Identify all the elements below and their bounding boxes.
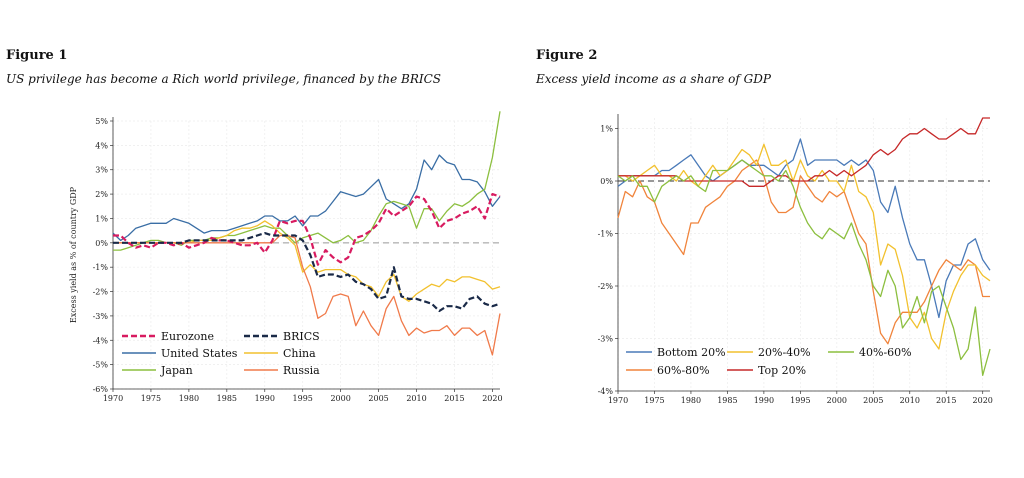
y-tick-label: 5%: [95, 117, 108, 126]
y-tick-label: 4%: [95, 141, 108, 150]
y-tick-label: -3%: [598, 335, 614, 344]
series-line-40-60-: [617, 159, 991, 376]
series-line-20-40-: [618, 143, 991, 350]
legend-label: BRICS: [283, 330, 320, 343]
chart-2: 1% 0% -1% -2% -3% -4%1970 1975 1980 1985 1990 1995…: [598, 114, 993, 405]
x-tick-label: 2005: [368, 394, 388, 403]
x-tick-label: 2015: [936, 396, 956, 405]
y-tick-label: 1%: [95, 214, 108, 223]
x-tick-label: 2010: [900, 396, 920, 405]
y-tick-label: -2%: [93, 288, 109, 297]
x-tick-label: 2015: [444, 394, 464, 403]
y-tick-label: -4%: [93, 336, 109, 345]
y-axis-label: Excess yield as % of country GDP: [69, 186, 78, 323]
legend-label: Japan: [160, 364, 193, 377]
y-tick-label: 1%: [600, 125, 613, 134]
x-tick-label: 1995: [790, 396, 810, 405]
series-line-bottom-20-: [617, 138, 991, 319]
x-tick-label: 1975: [644, 396, 664, 405]
x-tick-label: 1980: [681, 396, 701, 405]
legend-label: Top 20%: [758, 364, 806, 377]
y-tick-label: -4%: [598, 387, 614, 396]
y-tick-label: -6%: [93, 385, 109, 394]
legend-label: 20%-40%: [758, 346, 811, 359]
x-tick-label: 2005: [863, 396, 883, 405]
y-tick-label: 0%: [95, 239, 108, 248]
x-tick-label: 2000: [827, 396, 847, 405]
legend-label: 60%-80%: [657, 364, 710, 377]
x-tick-label: 1990: [255, 394, 275, 403]
x-tick-label: 2020: [482, 394, 502, 403]
y-tick-label: -3%: [93, 312, 109, 321]
y-tick-label: -1%: [598, 230, 614, 239]
legend-label: Russia: [283, 364, 320, 377]
series-line-brics: [113, 232, 501, 313]
y-tick-label: 0%: [600, 177, 613, 186]
x-tick-label: 2020: [973, 396, 993, 405]
x-tick-label: 1970: [103, 394, 123, 403]
y-tick-label: 2%: [95, 190, 108, 199]
x-tick-label: 1980: [179, 394, 199, 403]
x-tick-label: 1990: [754, 396, 774, 405]
y-tick-label: -5%: [93, 361, 109, 370]
x-tick-label: 1970: [608, 396, 628, 405]
legend-label: Eurozone: [161, 330, 214, 343]
figure-2-subtitle: Excess yield income as a share of GDP: [536, 72, 771, 86]
y-tick-label: -1%: [93, 263, 109, 272]
legend-label: 40%-60%: [859, 346, 912, 359]
legend-label: United States: [161, 347, 238, 360]
legend-label: Bottom 20%: [657, 346, 726, 359]
series-line-eurozone: [113, 193, 501, 266]
x-tick-label: 1985: [717, 396, 737, 405]
y-tick-label: 3%: [95, 166, 108, 175]
legend: Bottom 20% 20%-40% 40%-60% 60%-80% Top 20%: [626, 346, 912, 377]
y-tick-label: -2%: [598, 282, 614, 291]
x-tick-label: 2010: [406, 394, 426, 403]
legend-label: China: [283, 347, 316, 360]
series-line-60-80-: [617, 159, 990, 345]
chart-1: 5% 4% 3% 2% 1% 0% -1% -2% -3% -4% -5% -6%1970 1975 19…: [69, 111, 503, 403]
x-tick-label: 1995: [293, 394, 313, 403]
legend: Eurozone BRICS United States China Japan Russ…: [122, 330, 320, 377]
figure-2-label: Figure 2: [536, 48, 598, 63]
figure-1-label: Figure 1: [6, 48, 68, 63]
figure-1-subtitle: US privilege has become a Rich world pri…: [6, 72, 442, 86]
series-line-china: [113, 220, 501, 302]
x-tick-label: 1975: [141, 394, 161, 403]
x-tick-label: 2000: [330, 394, 350, 403]
series-line-united-states: [112, 154, 501, 242]
series-line-japan: [113, 111, 501, 251]
x-tick-label: 1985: [217, 394, 237, 403]
